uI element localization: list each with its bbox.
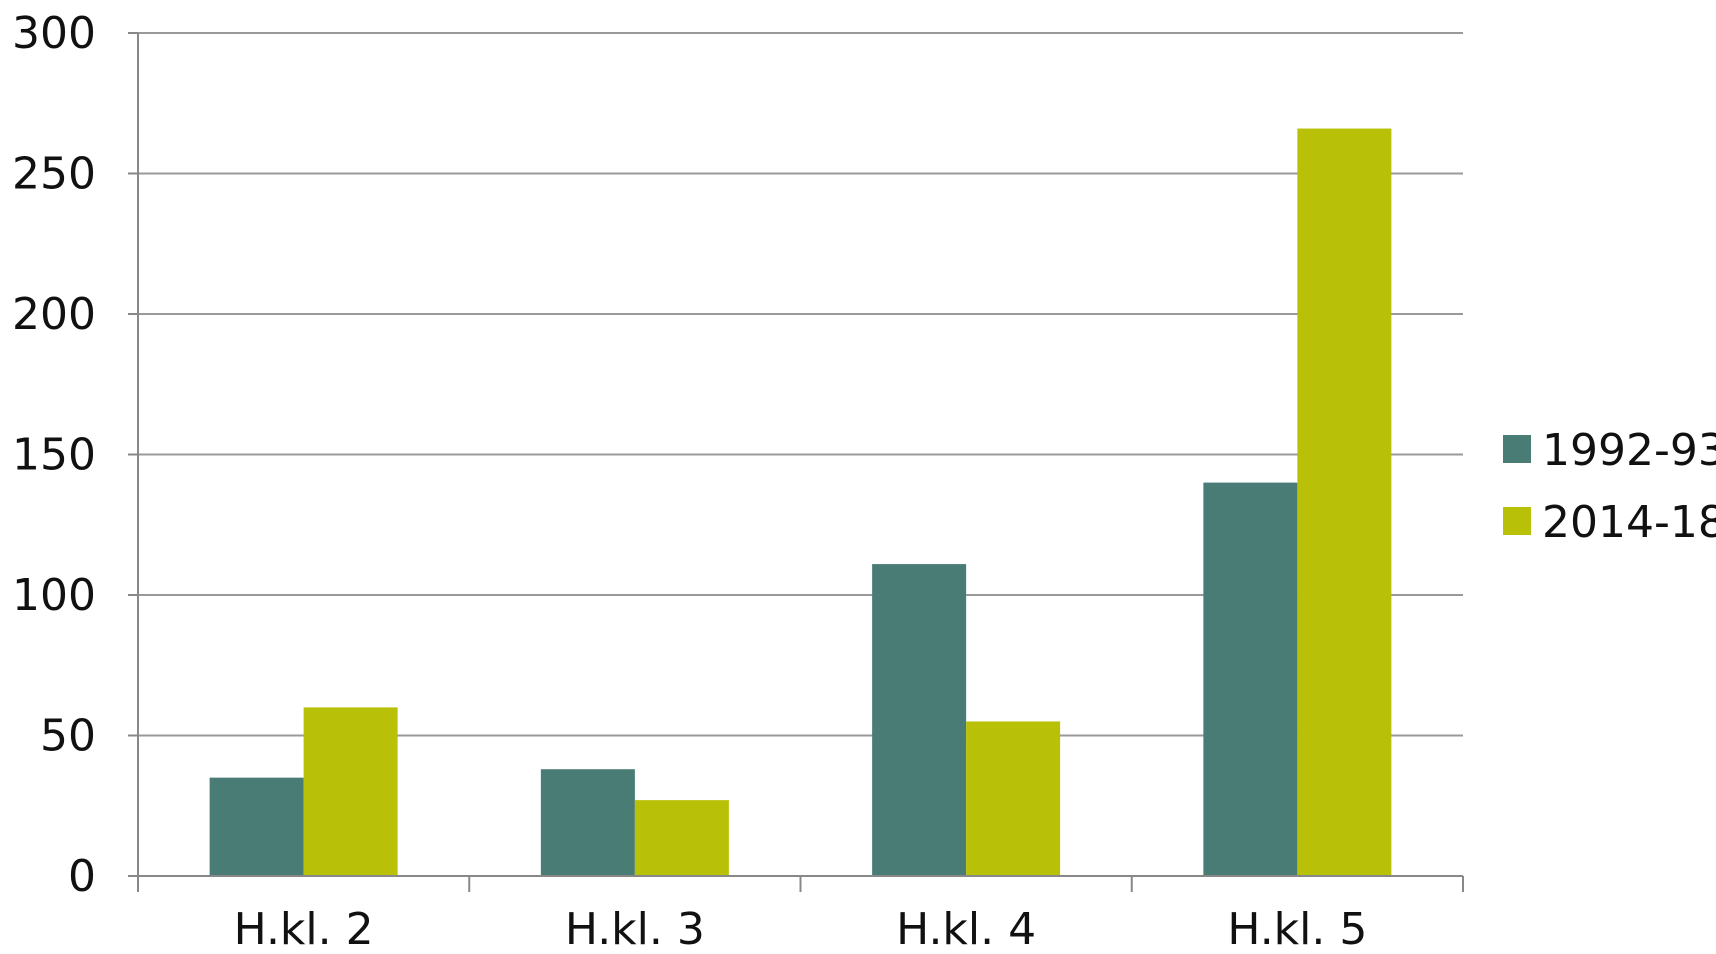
bar-1992-93-h-kl-4: [872, 564, 967, 876]
bar-1992-93-h-kl-2: [209, 777, 304, 876]
x-category-label: H.kl. 5: [1227, 904, 1367, 954]
bar-2014-18-h-kl-3: [634, 800, 729, 876]
bar-2014-18-h-kl-4: [966, 721, 1061, 876]
legend-label: 1992-93: [1542, 425, 1716, 476]
y-tick-label: 200: [12, 289, 96, 340]
y-tick-label: 250: [12, 149, 96, 200]
legend: 1992-93 2014-18: [1503, 425, 1716, 548]
bar-1992-93-h-kl-5: [1203, 482, 1298, 876]
y-tick-label: 50: [40, 711, 96, 762]
legend-swatch: [1503, 507, 1531, 535]
bars: [209, 128, 1392, 877]
y-tick-label: 100: [12, 570, 96, 621]
bar-2014-18-h-kl-5: [1297, 128, 1392, 877]
legend-label: 2014-18: [1542, 497, 1716, 548]
x-category-label: H.kl. 3: [565, 904, 705, 954]
bar-1992-93-h-kl-3: [540, 769, 635, 876]
x-category-label: H.kl. 2: [234, 904, 374, 954]
y-axis-ticks: 0 50 100 150 200 250 300: [12, 8, 138, 902]
y-tick-label: 150: [12, 430, 96, 481]
y-tick-label: 0: [68, 851, 96, 902]
y-tick-label: 300: [12, 8, 96, 59]
x-axis-ticks: H.kl. 2 H.kl. 3 H.kl. 4 H.kl. 5: [137, 876, 1464, 954]
x-category-label: H.kl. 4: [896, 904, 1036, 954]
legend-swatch: [1503, 435, 1531, 463]
bar-2014-18-h-kl-2: [303, 707, 398, 876]
